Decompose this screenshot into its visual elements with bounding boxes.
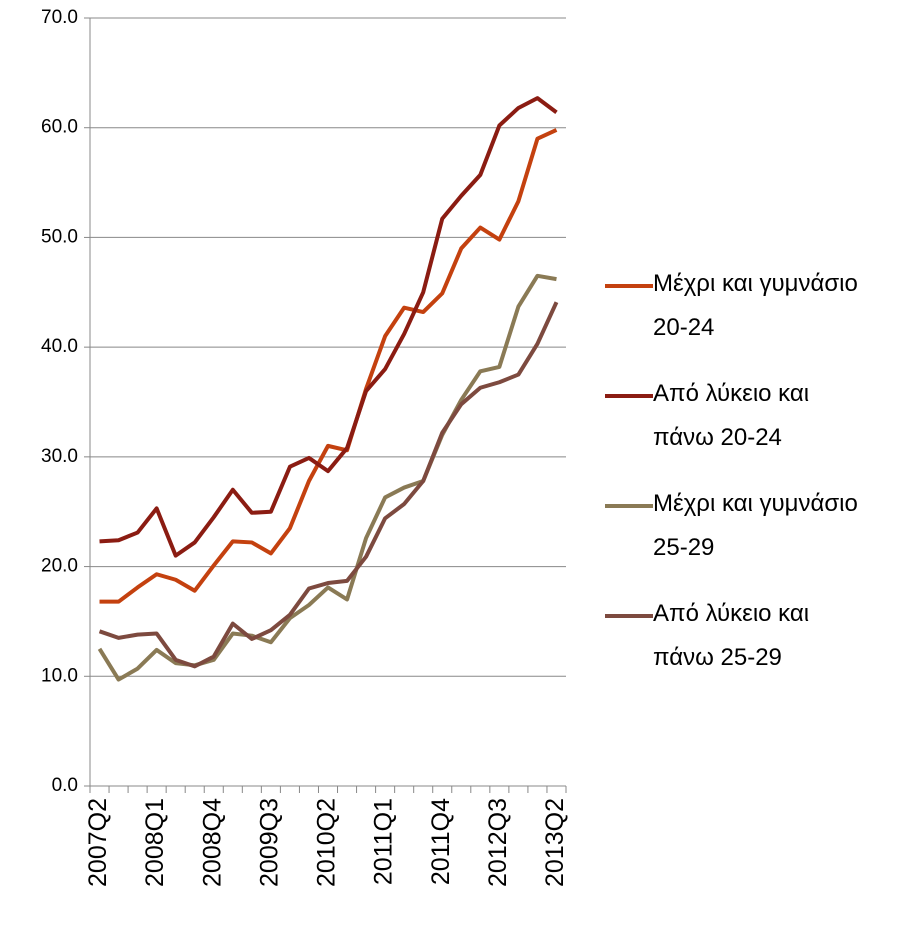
x-tick-label: 2013Q2 (541, 798, 569, 887)
series-line (99, 128, 558, 604)
legend-swatch (605, 284, 653, 288)
y-tick-label: 50.0 (41, 226, 78, 247)
series-line (97, 273, 557, 682)
x-tick-label: 2008Q1 (141, 798, 169, 887)
legend-item: Μέχρι και γυμνάσιο 25-29 (605, 482, 858, 592)
x-tick-label: 2007Q2 (84, 798, 112, 887)
legend-swatch (605, 394, 653, 398)
series-line (99, 96, 558, 558)
y-tick-label: 10.0 (41, 665, 78, 686)
y-tick-label: 30.0 (41, 446, 78, 467)
legend-item: Από λύκειο και πάνω 20-24 (605, 372, 858, 482)
x-tick-label: 2011Q1 (370, 798, 398, 885)
legend-item: Μέχρι και γυμνάσιο 20-24 (605, 262, 858, 372)
legend-swatch (605, 614, 653, 618)
legend-label: Από λύκειο και πάνω 20-24 (653, 380, 810, 451)
y-tick-label: 40.0 (41, 336, 78, 357)
series-line (98, 301, 559, 669)
x-tick-label: 2011Q4 (427, 798, 455, 885)
legend-item: Από λύκειο και πάνω 25-29 (605, 592, 858, 702)
y-tick-label: 0.0 (52, 775, 78, 796)
x-tick-label: 2008Q4 (198, 798, 226, 887)
legend-swatch (605, 504, 653, 508)
legend-label: Από λύκειο και πάνω 25-29 (653, 600, 810, 671)
legend-label: Μέχρι και γυμνάσιο 25-29 (653, 490, 858, 561)
x-tick-label: 2012Q3 (484, 798, 512, 887)
y-tick-label: 60.0 (41, 117, 78, 138)
legend: Μέχρι και γυμνάσιο 20-24 Από λύκειο και π… (605, 262, 858, 702)
x-tick-label: 2010Q2 (313, 798, 341, 887)
legend-label: Μέχρι και γυμνάσιο 20-24 (653, 270, 858, 341)
y-tick-label: 20.0 (41, 556, 78, 577)
x-tick-label: 2009Q3 (255, 798, 283, 887)
y-tick-label: 70.0 (41, 7, 78, 28)
